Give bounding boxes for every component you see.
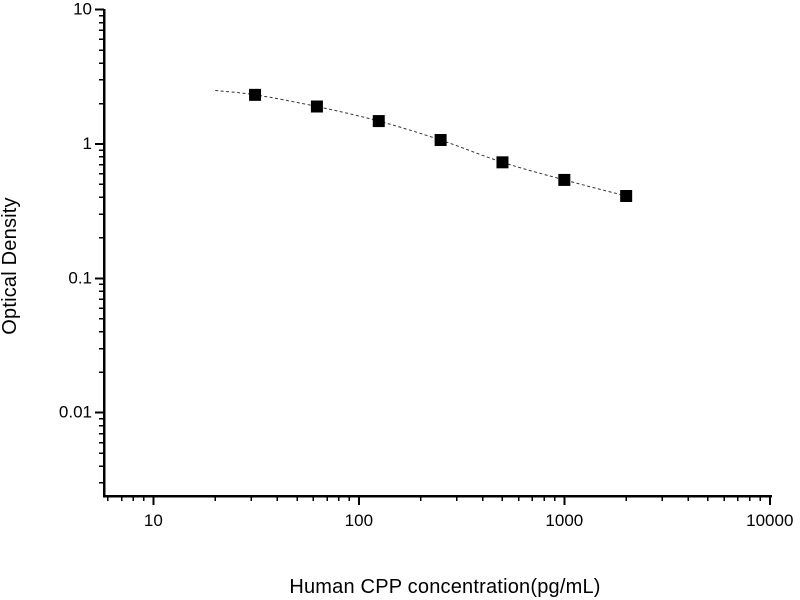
y-axis-title: Optical Density <box>0 197 21 335</box>
x-tick-label: 10 <box>144 511 163 530</box>
standard-curve-line <box>215 90 627 197</box>
data-point-marker <box>249 88 262 101</box>
y-tick-label: 0.01 <box>59 403 92 422</box>
x-tick-label: 10000 <box>746 511 793 530</box>
x-tick-label: 1000 <box>545 511 583 530</box>
data-point-marker <box>372 115 385 128</box>
data-point-marker <box>620 189 633 202</box>
y-tick-label: 1 <box>83 134 92 153</box>
x-tick-label: 100 <box>345 511 373 530</box>
data-point-marker <box>558 173 571 186</box>
data-point-marker <box>310 100 323 113</box>
x-axis-title: Human CPP concentration(pg/mL) <box>289 576 600 598</box>
y-tick-label: 10 <box>73 0 92 19</box>
data-point-marker <box>434 134 447 147</box>
axes-layer: 10 100 1000 10000 10 1 0.1 0.01 <box>59 0 794 530</box>
data-point-marker <box>496 156 509 169</box>
series-layer <box>215 88 633 202</box>
y-tick-label: 0.1 <box>68 268 92 287</box>
